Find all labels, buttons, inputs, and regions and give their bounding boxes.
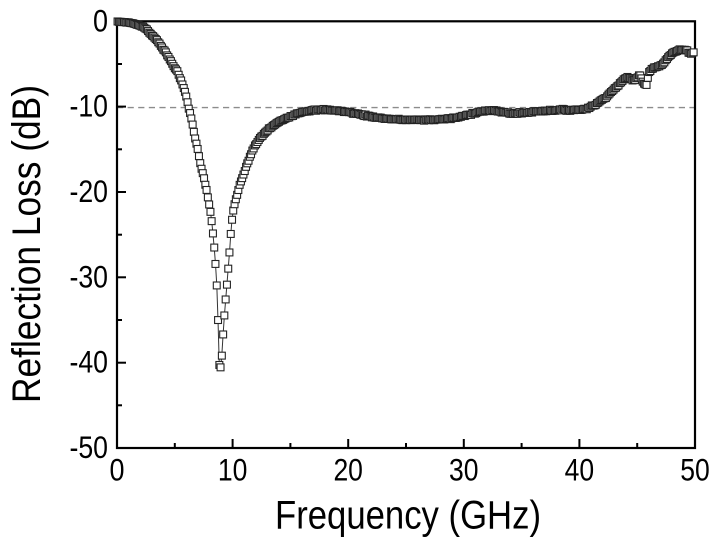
svg-text:50: 50 (680, 452, 710, 488)
svg-text:0: 0 (93, 2, 108, 38)
svg-text:0: 0 (110, 452, 125, 488)
svg-text:10: 10 (218, 452, 248, 488)
svg-text:30: 30 (449, 452, 479, 488)
svg-text:-30: -30 (70, 258, 109, 294)
svg-text:20: 20 (333, 452, 363, 488)
svg-text:-50: -50 (70, 429, 109, 465)
svg-text:Reflection Loss (dB): Reflection Loss (dB) (5, 85, 49, 403)
svg-text:40: 40 (565, 452, 595, 488)
svg-text:-20: -20 (70, 173, 109, 209)
svg-text:-10: -10 (70, 88, 109, 124)
svg-text:Frequency (GHz): Frequency (GHz) (275, 494, 541, 538)
svg-text:-40: -40 (70, 344, 109, 380)
